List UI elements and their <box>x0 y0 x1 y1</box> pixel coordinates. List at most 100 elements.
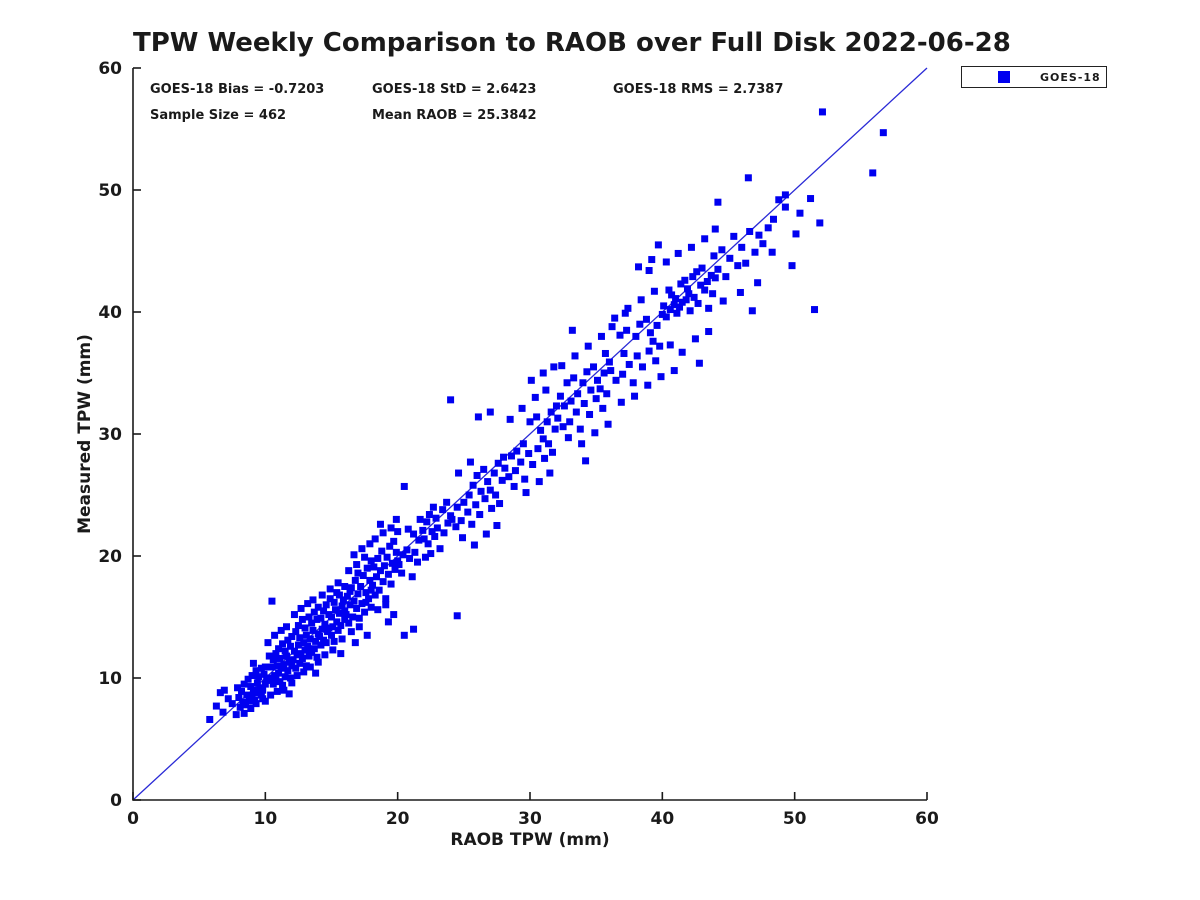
data-point <box>374 554 382 562</box>
data-point <box>534 445 542 453</box>
data-point <box>775 196 783 204</box>
data-point <box>452 523 460 531</box>
data-point <box>362 598 370 606</box>
data-point <box>326 585 334 593</box>
data-point <box>748 307 756 315</box>
data-point <box>244 675 252 683</box>
data-point <box>335 609 343 617</box>
x-tick-label: 20 <box>386 809 410 829</box>
data-point <box>501 464 509 472</box>
data-point <box>559 423 567 431</box>
data-point <box>625 360 633 368</box>
data-point <box>404 525 412 533</box>
data-point <box>293 672 301 680</box>
data-point <box>273 662 281 670</box>
data-point <box>301 624 309 632</box>
data-point <box>590 363 598 371</box>
data-point <box>470 541 478 549</box>
data-point <box>541 454 549 462</box>
data-point <box>719 297 727 305</box>
data-point <box>466 458 474 466</box>
data-point <box>289 656 297 664</box>
data-point <box>305 652 313 660</box>
data-point <box>587 386 595 394</box>
data-point <box>219 708 227 716</box>
data-point <box>384 570 392 578</box>
data-point <box>677 280 685 288</box>
data-point <box>415 536 423 544</box>
data-point <box>746 227 754 235</box>
data-point <box>363 564 371 572</box>
data-point <box>247 705 255 712</box>
data-point <box>240 680 248 688</box>
data-point <box>366 540 374 548</box>
data-point <box>376 520 384 528</box>
data-point <box>547 408 555 416</box>
data-point <box>612 376 620 384</box>
data-point <box>616 331 624 339</box>
data-point <box>465 491 473 499</box>
data-point <box>714 265 722 273</box>
data-point <box>261 697 269 705</box>
data-point <box>656 342 664 350</box>
data-point <box>535 478 543 486</box>
data-point <box>367 557 375 565</box>
data-point <box>280 661 288 669</box>
data-point <box>398 569 406 577</box>
data-point <box>596 385 604 393</box>
data-point <box>345 619 353 627</box>
data-point <box>416 515 424 523</box>
data-point <box>264 639 272 647</box>
data-point <box>533 413 541 421</box>
data-point <box>486 486 494 494</box>
y-axis-label: Measured TPW (mm) <box>75 334 95 534</box>
data-point <box>261 663 269 671</box>
data-point <box>620 349 628 357</box>
data-point <box>811 306 819 314</box>
data-point <box>474 413 482 421</box>
data-point <box>302 662 310 670</box>
data-point <box>390 611 398 619</box>
data-point <box>666 341 674 349</box>
data-point <box>251 696 259 704</box>
stat-sample-size: Sample Size = 462 <box>150 108 287 123</box>
data-point <box>275 669 283 677</box>
data-point <box>341 607 349 615</box>
data-point <box>556 392 564 400</box>
data-point <box>506 415 514 423</box>
data-point <box>681 276 689 284</box>
data-point <box>271 672 279 680</box>
data-point <box>519 440 527 448</box>
data-point <box>635 263 643 271</box>
data-point <box>686 307 694 315</box>
data-point <box>314 603 322 611</box>
data-point <box>439 506 447 514</box>
data-point <box>414 558 422 566</box>
data-point <box>358 600 366 608</box>
data-point <box>304 642 312 650</box>
data-point <box>701 235 709 243</box>
data-point <box>440 529 448 537</box>
data-point <box>271 631 279 639</box>
data-point <box>355 623 363 631</box>
data-point <box>298 615 306 623</box>
data-point <box>631 392 639 400</box>
data-point <box>718 246 726 254</box>
data-point <box>539 369 547 377</box>
data-point <box>297 604 305 612</box>
data-point <box>240 709 248 717</box>
data-point <box>500 453 508 461</box>
data-point <box>563 379 571 387</box>
data-point <box>464 508 472 516</box>
data-point <box>361 553 369 561</box>
x-tick-label: 0 <box>127 809 139 829</box>
data-point <box>296 634 304 642</box>
y-tick-label: 0 <box>110 791 122 811</box>
data-point <box>879 129 887 137</box>
data-point <box>459 534 467 542</box>
data-point <box>691 335 699 343</box>
data-point <box>769 215 777 223</box>
data-point <box>674 249 682 257</box>
y-tick-label: 60 <box>98 59 122 79</box>
data-point <box>429 503 437 511</box>
